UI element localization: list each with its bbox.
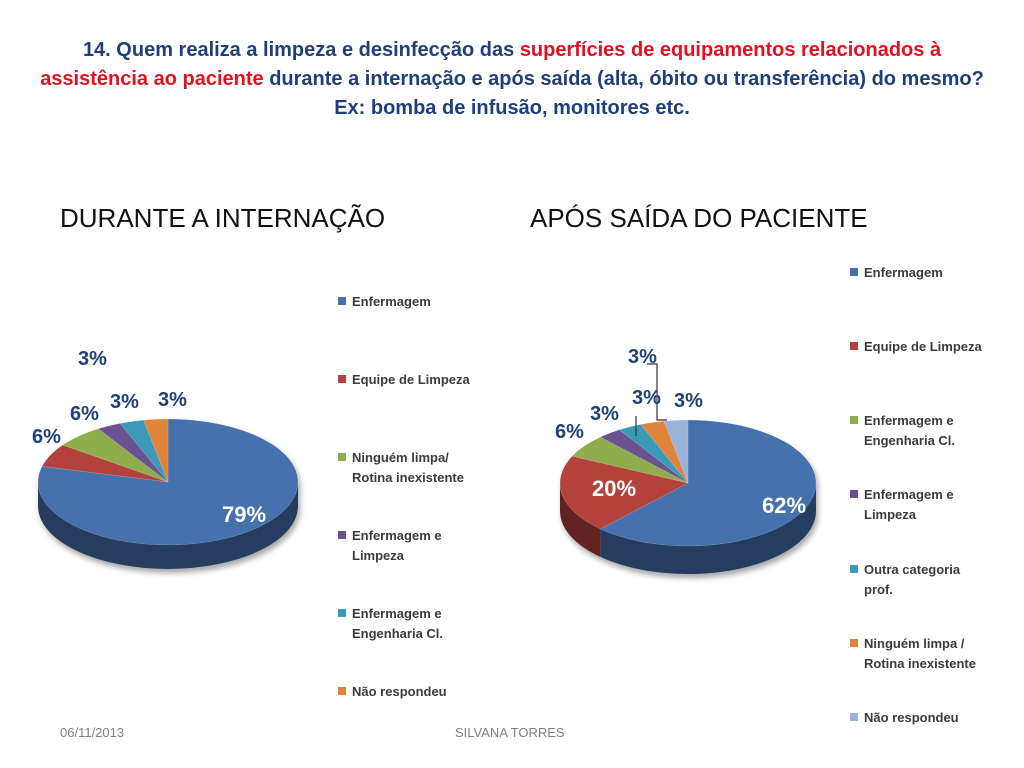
data-label-2: 6% (32, 426, 61, 448)
legend-swatch (850, 490, 858, 498)
legend-label: Equipe de Limpeza (864, 339, 983, 354)
legend-label: Não respondeu (352, 684, 447, 699)
slice-6 (143, 418, 169, 483)
chart1-title: DURANTE A INTERNAÇÃO (60, 203, 386, 233)
legend-label: Enfermagem e Engenharia Cl. (352, 606, 443, 641)
legend-swatch (338, 687, 346, 695)
data-label-1: 62% (762, 493, 806, 518)
legend-entry-1: Enfermagem (338, 294, 431, 309)
legend-entry-5: Enfermagem e Engenharia Cl. (338, 606, 443, 641)
legend-label: Ninguém limpa / Rotina inexistente (864, 636, 976, 671)
legend-swatch (850, 565, 858, 573)
data-label-3: 6% (70, 403, 99, 425)
leader-line-1 (647, 363, 667, 421)
legend-entry-4: Enfermagem e Limpeza (850, 487, 954, 522)
legend-entry-3: Enfermagem e Engenharia Cl. (850, 413, 955, 448)
slice-side-1 (600, 483, 816, 574)
legend-swatch (338, 531, 346, 539)
legend-swatch (850, 639, 858, 647)
legend-label: Enfermagem e Limpeza (864, 487, 954, 522)
legend-label: Equipe de Limpeza (352, 372, 471, 387)
chart2-title: APÓS SAÍDA DO PACIENTE (530, 203, 868, 233)
legend-label: Outra categoria prof. (864, 562, 961, 597)
data-label-1: 79% (222, 502, 266, 527)
data-label-4: 3% (110, 391, 139, 413)
slide-title: 14. Quem realiza a limpeza e desinfecção… (40, 36, 984, 123)
slice-1 (599, 419, 817, 547)
pie-chart-2 (559, 419, 817, 574)
data-label-7: 3% (628, 346, 657, 368)
slice-7 (663, 419, 689, 484)
slice-side-1 (38, 482, 298, 569)
data-label-3: 6% (555, 421, 584, 443)
legend-label: Enfermagem e Limpeza (352, 528, 442, 563)
title-part1: 14. Quem realiza a limpeza e desinfecção… (82, 39, 520, 61)
legend-entry-1: Enfermagem (850, 265, 943, 280)
legend-swatch (338, 375, 346, 383)
data-label-6: 3% (78, 348, 107, 370)
legend-label: Não respondeu (864, 710, 959, 725)
legend-swatch (850, 342, 858, 350)
slice-2 (559, 455, 689, 530)
data-label-5: 3% (632, 387, 661, 409)
legend-swatch (338, 453, 346, 461)
pie-chart-1 (37, 418, 299, 569)
legend-entry-3: Ninguém limpa/Rotina inexistente (338, 450, 464, 485)
data-label-6: 3% (674, 390, 703, 412)
legend-swatch (850, 713, 858, 721)
legend-swatch (850, 416, 858, 424)
legend-label: Enfermagem (352, 294, 431, 309)
legend-entry-4: Enfermagem e Limpeza (338, 528, 442, 563)
title-highlight: superfícies de equipamentos relacionados… (40, 39, 942, 90)
data-label-2: 20% (592, 476, 636, 501)
legend-entry-7: Não respondeu (850, 710, 959, 725)
legend-label: Enfermagem e Engenharia Cl. (864, 413, 955, 448)
legend-label: Ninguém limpa/Rotina inexistente (352, 450, 464, 485)
legend-swatch (338, 609, 346, 617)
legend-entry-6: Não respondeu (338, 684, 447, 699)
legend-entry-2: Equipe de Limpeza (850, 339, 983, 354)
legend-entry-6: Ninguém limpa / Rotina inexistente (850, 636, 976, 671)
data-label-4: 3% (590, 403, 619, 425)
legend-label: Enfermagem (864, 265, 943, 280)
slice-side-2 (560, 483, 601, 557)
legend-entry-5: Outra categoria prof. (850, 562, 961, 597)
legend-swatch (338, 297, 346, 305)
footer-author: SILVANA TORRES (455, 725, 565, 740)
legend-entry-2: Equipe de Limpeza (338, 372, 471, 387)
title-part2: durante a internação e após saída (alta,… (263, 68, 984, 119)
footer-date: 06/11/2013 (60, 725, 125, 740)
data-label-5: 3% (158, 389, 187, 411)
legend-swatch (850, 268, 858, 276)
